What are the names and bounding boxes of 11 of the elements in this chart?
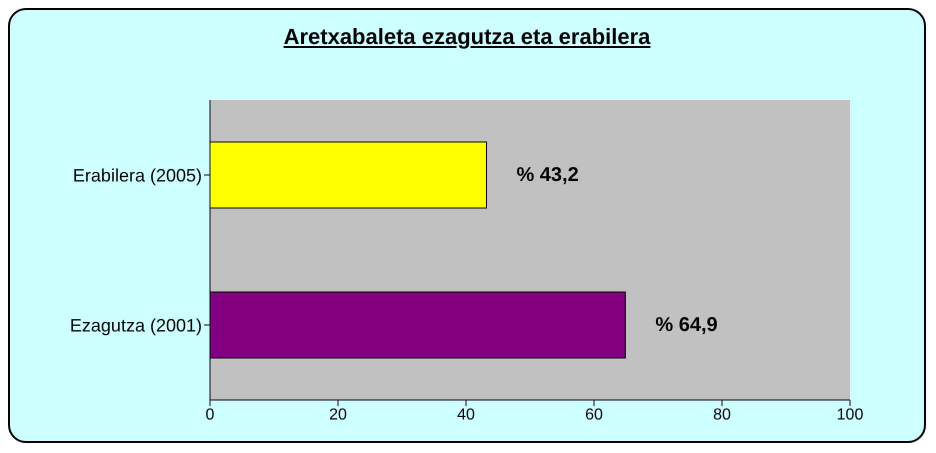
x-tick-label: 80 xyxy=(713,406,731,424)
x-tick-label: 0 xyxy=(206,406,215,424)
chart-title: Aretxabaleta ezagutza eta erabilera xyxy=(282,24,652,50)
data-label: % 43,2 xyxy=(516,164,579,186)
x-tick-label: 60 xyxy=(585,406,603,424)
y-tick-label: Erabilera (2005) xyxy=(72,165,202,186)
x-tick-label: 40 xyxy=(457,406,475,424)
data-label: % 64,9 xyxy=(655,314,718,336)
x-tick-label: 20 xyxy=(329,406,347,424)
x-tick-label: 100 xyxy=(836,406,864,424)
y-tick-label: Ezagutza (2001) xyxy=(70,315,202,336)
